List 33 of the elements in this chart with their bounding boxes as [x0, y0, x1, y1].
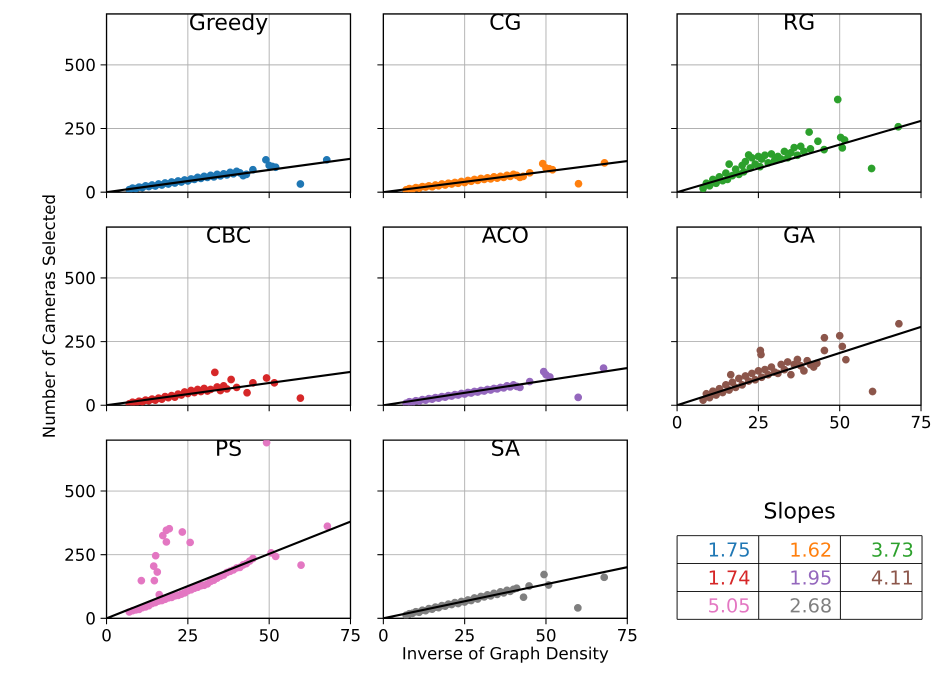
text: 1.74 — [710, 570, 750, 585]
x-tick-label: 25 — [455, 628, 474, 642]
x-axis-title: Inverse of Graph Density — [403, 646, 608, 663]
x-tick-label: 0 — [102, 628, 111, 642]
y-tick-label: 0 — [86, 398, 95, 412]
x-tick-label: 75 — [341, 628, 360, 642]
x-tick-label: 50 — [260, 628, 279, 642]
x-tick-label: 25 — [178, 628, 197, 642]
x-tick-label: 75 — [618, 628, 636, 642]
text: 1.75 — [710, 542, 749, 557]
x-tick-label: 50 — [830, 416, 850, 428]
x-tick-label: 75 — [912, 416, 930, 428]
text: 4.11 — [872, 570, 912, 585]
text: 1.95 — [791, 570, 830, 585]
y-tick-label: 0 — [86, 186, 95, 198]
y-tick-label: 250 — [65, 548, 95, 561]
x-tick-label: 0 — [379, 628, 388, 642]
y-tick-label: 500 — [65, 58, 95, 72]
text: 2.68 — [790, 598, 831, 613]
y-tick-label: 0 — [86, 612, 95, 625]
x-tick-label: 25 — [749, 416, 768, 428]
text: 5.05 — [709, 598, 749, 613]
y-tick-label: 500 — [65, 272, 95, 284]
y-tick-label: 250 — [65, 122, 95, 135]
y-tick-label: 250 — [65, 335, 95, 348]
x-tick-label: 50 — [536, 628, 556, 642]
text: Slopes — [764, 502, 835, 524]
chart-title: Greedy — [190, 13, 268, 35]
y-axis-title: Number of Cameras Selected — [42, 196, 56, 437]
y-tick-label: 500 — [65, 484, 95, 498]
text: 1.62 — [791, 542, 830, 557]
text: 3.73 — [872, 542, 912, 557]
x-tick-label: 0 — [672, 416, 682, 428]
